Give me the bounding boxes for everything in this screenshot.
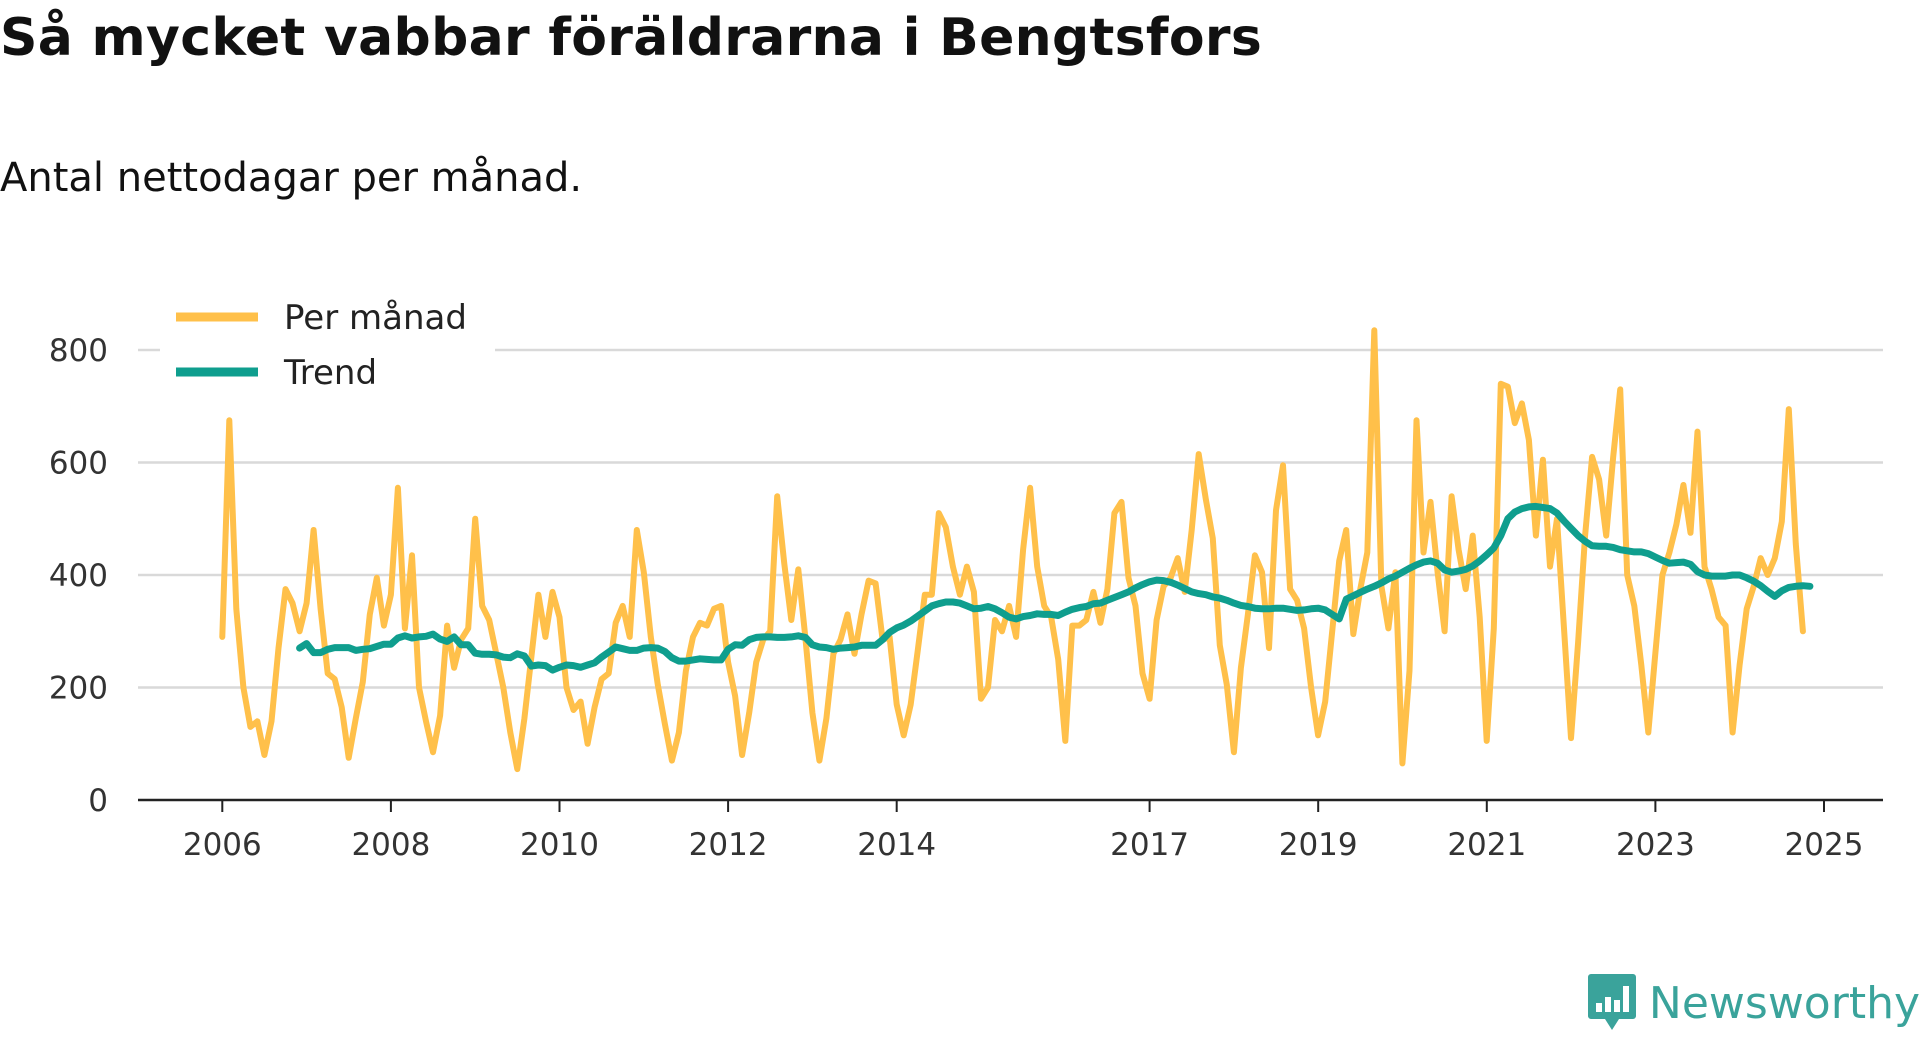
y-tick-label-0: 0 [88,783,108,819]
y-tick-label-800: 800 [49,333,108,369]
series-lines [219,327,1814,773]
chart-title: Så mycket vabbar föräldrarna i Bengtsfor… [0,8,1263,68]
x-tick-label-2006: 2006 [183,827,262,863]
legend-background [160,290,495,398]
y-axis-ticks: 0 200 400 600 800 [49,333,108,819]
x-tick-label-2019: 2019 [1279,827,1358,863]
x-tick-label-2017: 2017 [1110,827,1189,863]
y-tick-label-400: 400 [49,558,108,594]
y-tick-label-600: 600 [49,446,108,482]
y-tick-label-200: 200 [49,671,108,707]
x-tick-label-2012: 2012 [689,827,768,863]
x-tick-label-2014: 2014 [857,827,936,863]
x-tick-label-2025: 2025 [1785,827,1864,863]
brand-name: Newsworthy [1648,977,1920,1029]
x-axis-ticks: 2006 2008 2010 2012 2014 2017 2019 2021 2023 2025 [183,800,1864,863]
legend-label-per-manad: Per månad [284,298,467,338]
newsworthy-brand[interactable]: Newsworthy [1587,972,1920,1034]
chart-subtitle: Antal nettodagar per månad. [0,155,583,201]
legend: Per månad Trend [160,290,495,398]
newsworthy-logo-icon [1587,974,1636,1030]
legend-label-trend: Trend [283,353,377,393]
x-tick-label-2010: 2010 [520,827,599,863]
x-tick-label-2008: 2008 [351,827,430,863]
series-line-trend [296,502,1814,674]
x-tick-label-2023: 2023 [1616,827,1695,863]
x-tick-label-2021: 2021 [1447,827,1526,863]
